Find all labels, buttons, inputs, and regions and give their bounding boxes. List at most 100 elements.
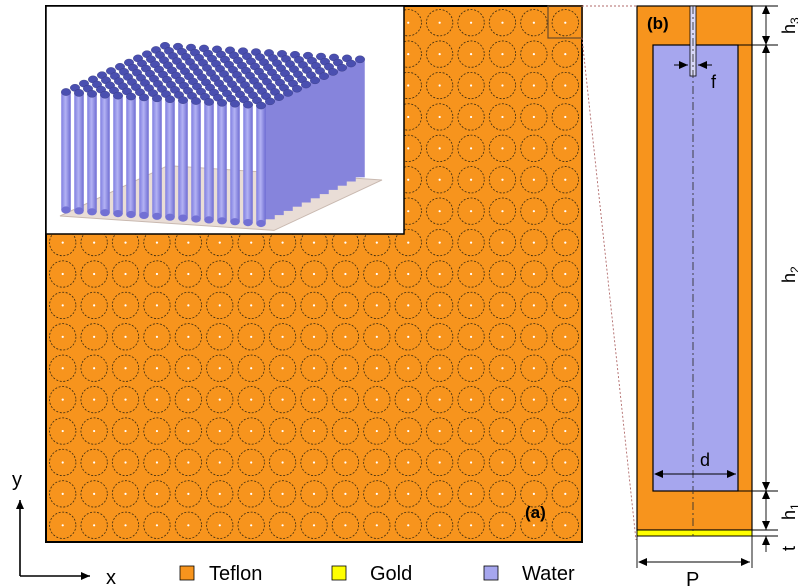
resonator-outline	[300, 291, 328, 320]
dim-h1: h1	[779, 503, 798, 520]
resonator-outline	[551, 417, 579, 445]
feed-point	[218, 461, 221, 464]
cylinder-body	[256, 105, 266, 224]
resonator-outline	[457, 448, 485, 477]
cylinder-body	[113, 95, 123, 214]
feed-point	[93, 492, 96, 495]
resonator-outline	[426, 228, 454, 257]
panel-b-label: (b)	[647, 14, 669, 33]
feed-point	[469, 304, 473, 307]
dim-h1-sub: 1	[788, 503, 798, 510]
resonator-outline	[488, 40, 517, 68]
cylinder-top	[355, 55, 365, 64]
feed-point	[501, 53, 504, 56]
feed-point	[93, 524, 96, 527]
feed-point	[61, 429, 64, 433]
cylinder-base	[100, 209, 110, 217]
feed-point	[501, 115, 504, 119]
feed-point	[532, 398, 535, 401]
resonator-outline	[457, 71, 485, 100]
feed-point	[564, 429, 567, 433]
feed-point	[438, 524, 441, 527]
resonator-outline	[520, 134, 548, 162]
resonator-outline	[520, 228, 548, 257]
resonator-outline	[520, 260, 548, 288]
cylinder-base	[243, 219, 253, 227]
feed-point	[438, 335, 441, 338]
feed-point	[281, 272, 284, 276]
feed-point	[501, 147, 504, 150]
feed-point	[438, 147, 441, 150]
feed-point	[312, 304, 316, 307]
resonator-outline	[143, 511, 171, 539]
feed-point	[438, 492, 441, 495]
feed-point	[281, 524, 284, 527]
resonator-outline	[520, 480, 548, 508]
svg-text:h2: h2	[779, 266, 798, 283]
cylinder-body	[100, 94, 110, 213]
feed-point	[155, 272, 159, 276]
dim-h2-base: h	[779, 273, 798, 283]
resonator-outline	[363, 260, 391, 288]
resonator-outline	[237, 511, 265, 539]
feed-point	[93, 461, 96, 464]
feed-point	[407, 21, 410, 24]
resonator-outline	[300, 417, 328, 445]
feed-point	[312, 461, 316, 464]
feed-point	[344, 272, 347, 276]
cylinder-body	[230, 103, 240, 222]
svg-text:h1: h1	[779, 503, 798, 520]
resonator-outline	[488, 354, 517, 382]
resonator-outline	[551, 291, 579, 320]
cylinder-top	[126, 92, 136, 101]
resonator-outline	[394, 417, 422, 445]
cylinder-body	[165, 99, 175, 218]
resonator-outline	[520, 9, 548, 37]
resonator-outline	[237, 323, 265, 351]
feed-point	[469, 115, 473, 119]
feed-point	[344, 398, 347, 401]
feed-point	[187, 241, 190, 244]
feed-point	[407, 367, 410, 370]
feed-point	[124, 398, 127, 401]
resonator-outline	[80, 386, 108, 414]
feed-point	[281, 367, 284, 370]
resonator-outline	[394, 354, 422, 382]
feed-point	[218, 272, 221, 276]
feed-point	[124, 304, 127, 307]
feed-point	[564, 21, 567, 24]
feed-point	[375, 398, 378, 401]
feed-point	[407, 241, 410, 244]
dim-p	[636, 536, 753, 568]
resonator-outline	[426, 166, 454, 194]
feed-point	[469, 147, 473, 150]
resonator-outline	[488, 134, 517, 162]
dim-d-label: d	[700, 450, 710, 470]
cylinder-top	[346, 59, 356, 68]
feed-point	[438, 84, 441, 87]
cylinder-top	[178, 96, 188, 104]
feed-point	[281, 398, 284, 401]
resonator-outline	[488, 511, 517, 539]
resonator-outline	[237, 291, 265, 320]
resonator-outline	[206, 323, 234, 351]
feed-point	[438, 115, 441, 119]
resonator-outline	[551, 480, 579, 508]
resonator-outline	[520, 103, 548, 131]
cylinder-top	[274, 93, 284, 101]
feed-point	[532, 524, 535, 527]
feed-point	[501, 241, 504, 244]
feed-point	[501, 367, 504, 370]
resonator-outline	[49, 417, 77, 445]
resonator-outline	[457, 103, 485, 131]
resonator-outline	[394, 386, 422, 414]
feed-point	[187, 335, 190, 338]
feed-point	[312, 492, 316, 495]
resonator-outline	[488, 9, 517, 37]
resonator-outline	[551, 323, 579, 351]
cylinder-body	[191, 101, 201, 219]
resonator-outline	[111, 386, 140, 414]
feed-point	[375, 429, 378, 433]
feed-point	[250, 335, 253, 338]
resonator-outline	[206, 354, 234, 382]
